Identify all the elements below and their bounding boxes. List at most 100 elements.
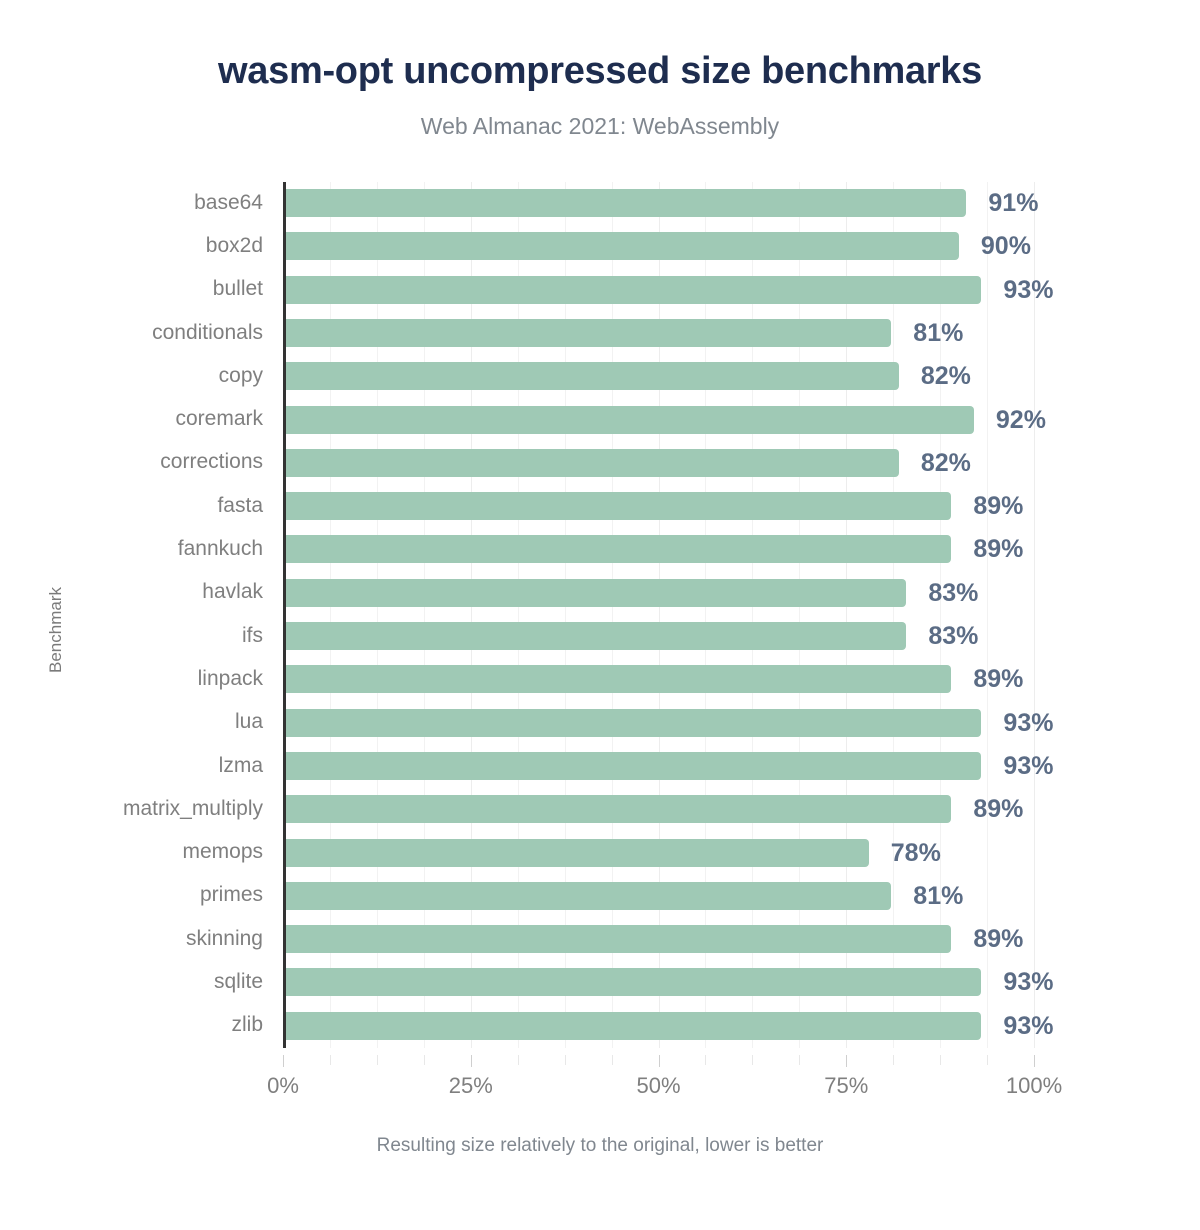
y-axis-tick-label: box2d <box>205 233 263 257</box>
x-axis-tick-mark <box>846 1055 848 1067</box>
x-axis-tick-label: 0% <box>267 1073 299 1098</box>
gridline-minor <box>799 182 801 1048</box>
y-axis-tick-label: sqlite <box>213 970 263 994</box>
bar-value-label: 92% <box>995 405 1046 434</box>
bar[interactable] <box>283 1011 982 1040</box>
x-axis-tick-mark-minor <box>893 1055 895 1065</box>
bar-row: 93% <box>283 745 1053 787</box>
y-axis-tick-label: fannkuch <box>177 537 263 561</box>
x-axis-tick-mark-minor <box>987 1055 989 1065</box>
bar-value-label: 89% <box>973 925 1024 954</box>
y-axis-line <box>283 182 286 1048</box>
y-axis-tick-label: corrections <box>160 450 263 474</box>
chart-title: wasm-opt uncompressed size benchmarks <box>218 50 982 92</box>
bar[interactable] <box>283 362 899 391</box>
bar[interactable] <box>283 968 982 997</box>
y-axis-tick-label: linpack <box>197 666 263 690</box>
y-axis-tick-label: zlib <box>231 1013 263 1037</box>
bar-row: 93% <box>283 269 1053 311</box>
bar[interactable] <box>283 189 967 217</box>
bar-value-label: 78% <box>890 838 941 867</box>
x-axis-tick-mark-minor <box>611 1055 613 1065</box>
gridline-minor <box>423 182 425 1048</box>
bar-value-label: 82% <box>920 448 971 477</box>
bar[interactable] <box>283 795 952 824</box>
bar-value-label: 90% <box>980 232 1031 261</box>
x-axis-tick-mark-minor <box>329 1055 331 1065</box>
gridlines <box>283 182 1035 1048</box>
bar[interactable] <box>283 405 974 434</box>
bar-value-label: 93% <box>1003 968 1054 997</box>
x-axis-tick-mark-minor <box>376 1055 378 1065</box>
bar[interactable] <box>283 232 959 261</box>
x-axis-tick-labels: 0% 25% 50% 75% 100% <box>267 1055 1062 1098</box>
bar[interactable] <box>283 925 952 954</box>
bar-value-label: 93% <box>1003 708 1054 737</box>
bar[interactable] <box>283 492 952 521</box>
bar[interactable] <box>283 881 892 910</box>
y-axis-tick-label: lzma <box>218 753 263 777</box>
bar-row: 82% <box>283 442 1034 484</box>
bar[interactable] <box>283 578 907 607</box>
gridline-major <box>1034 182 1035 1048</box>
bar-row: 89% <box>283 485 1034 527</box>
bar[interactable] <box>283 665 952 694</box>
bar-row: 93% <box>283 702 1053 744</box>
y-axis-tick-label: matrix_multiply <box>122 796 263 820</box>
gridline-minor <box>987 182 989 1048</box>
gridline-minor <box>940 182 942 1048</box>
bar[interactable] <box>283 708 982 737</box>
x-axis-tick-mark-minor <box>940 1055 942 1065</box>
bar-value-label: 89% <box>973 665 1024 694</box>
x-axis-tick-mark-minor <box>799 1055 801 1065</box>
bar[interactable] <box>283 751 982 780</box>
bar-row: 82% <box>283 355 1034 397</box>
y-axis-tick-labels: base64 box2d bullet conditionals copy coremar… <box>23 182 263 1048</box>
y-axis-tick-label: coremark <box>175 407 263 431</box>
bar-value-label: 83% <box>928 578 979 607</box>
bar-row: 92% <box>283 399 1046 441</box>
bar-value-label: 89% <box>973 492 1024 521</box>
bar-value-label: 82% <box>920 362 971 391</box>
bar[interactable] <box>283 318 892 347</box>
bar-row: 91% <box>283 182 1038 224</box>
x-axis-tick-mark-minor <box>423 1055 425 1065</box>
gridline-minor <box>517 182 519 1048</box>
y-axis-tick-label: lua <box>234 710 263 734</box>
bar[interactable] <box>283 622 907 650</box>
bar-value-label: 91% <box>988 189 1039 217</box>
bar-row: 93% <box>283 1005 1053 1047</box>
bar-value-label: 83% <box>928 622 979 650</box>
bar-value-label: 93% <box>1003 751 1054 780</box>
y-axis-tick-label: skinning <box>185 926 263 950</box>
bar-value-label: 89% <box>973 535 1024 564</box>
bar-value-label: 81% <box>913 881 964 910</box>
x-axis-tick-label: 75% <box>824 1073 869 1098</box>
y-axis-tick-label: memops <box>182 840 263 864</box>
bar[interactable] <box>283 838 869 867</box>
x-axis-tick-mark <box>658 1055 660 1067</box>
bar[interactable] <box>283 275 982 304</box>
y-axis-tick-label: fasta <box>217 493 263 517</box>
bar[interactable] <box>283 535 952 564</box>
x-axis-tick-mark <box>470 1055 472 1067</box>
bar-row: 81% <box>283 312 1034 354</box>
gridline-major <box>470 182 472 1048</box>
bar-row: 90% <box>283 225 1034 267</box>
bar-row: 93% <box>283 961 1053 1003</box>
bar-row: 89% <box>283 528 1034 570</box>
y-axis-tick-label: havlak <box>202 580 263 604</box>
plot-area: 91% 90% 93% 81% 82% 92% 82% 89% 89% 83% 83% 89% 93% 9… <box>283 182 1053 1048</box>
bar-row: 83% <box>283 572 1034 614</box>
y-axis-tick-label: bullet <box>212 277 263 301</box>
bar[interactable] <box>283 448 899 477</box>
x-axis-tick-label: 100% <box>1005 1073 1063 1098</box>
gridline-minor <box>893 182 895 1048</box>
x-axis-caption: Resulting size relatively to the origina… <box>376 1135 824 1156</box>
chart-subtitle: Web Almanac 2021: WebAssembly <box>420 113 780 139</box>
y-axis-tick-label: conditionals <box>152 320 263 344</box>
bar-value-label: 89% <box>973 795 1024 824</box>
gridline-minor <box>752 182 754 1048</box>
y-axis-tick-label: base64 <box>194 190 263 214</box>
